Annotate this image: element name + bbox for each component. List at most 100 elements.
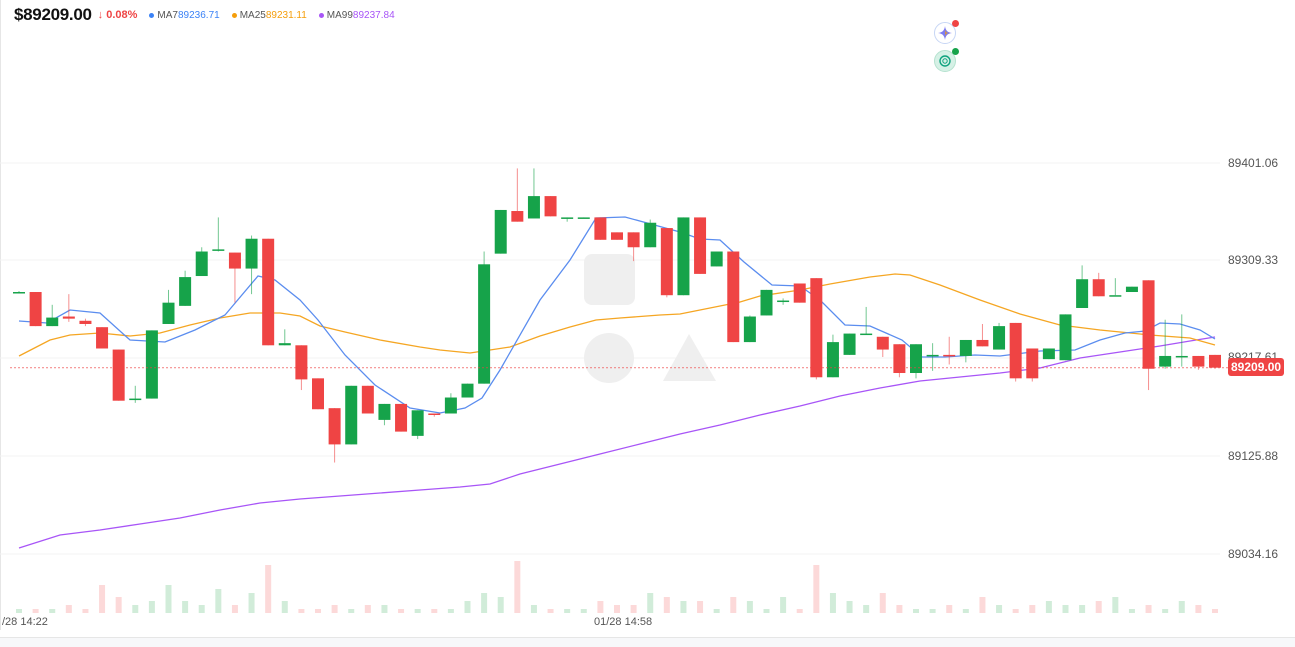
candle-body bbox=[627, 232, 640, 248]
watermark-triangle bbox=[663, 334, 716, 381]
gemini-icon[interactable] bbox=[934, 20, 959, 44]
ma99-dot-icon bbox=[318, 12, 324, 18]
volume-bar bbox=[82, 609, 89, 613]
ma7-value: 89236.71 bbox=[177, 9, 220, 21]
candle-body bbox=[810, 278, 823, 378]
candle-body bbox=[162, 302, 175, 324]
y-axis-label: 89034.16 bbox=[1228, 547, 1279, 561]
candle-body bbox=[1109, 295, 1122, 297]
volume-bar bbox=[796, 609, 803, 613]
volume-bar bbox=[913, 609, 919, 613]
volume-bar bbox=[1145, 605, 1152, 613]
candle-body bbox=[577, 217, 590, 219]
candle-body bbox=[843, 333, 856, 355]
candle-body bbox=[760, 289, 773, 316]
candle-body bbox=[677, 217, 690, 296]
notification-badge bbox=[952, 48, 959, 55]
openai-knot-icon bbox=[939, 55, 951, 67]
volume-bar bbox=[713, 609, 720, 613]
candle-body bbox=[13, 292, 25, 294]
candle-body bbox=[112, 349, 125, 401]
sparkle-icon bbox=[938, 26, 952, 40]
candle-body bbox=[145, 330, 158, 399]
chart-header: $89209.00 ↓ 0.08% MA7 89236.71 MA25 8923… bbox=[14, 4, 395, 26]
candle-body bbox=[910, 344, 922, 374]
ma99-value: 89237.84 bbox=[352, 9, 395, 21]
legend-ma99: MA99 89237.84 bbox=[318, 9, 395, 21]
candle-body bbox=[378, 403, 391, 420]
volume-bar bbox=[481, 593, 488, 613]
y-axis-label: 89125.88 bbox=[1228, 449, 1279, 463]
volume-bar bbox=[198, 605, 205, 613]
x-axis-label: /28 14:22 bbox=[2, 616, 48, 628]
candle-body bbox=[428, 413, 441, 416]
candle-body bbox=[245, 238, 258, 269]
volume-bar bbox=[996, 605, 1003, 613]
candle-body bbox=[1142, 280, 1155, 369]
watermark-circle bbox=[584, 333, 634, 383]
candle-body bbox=[295, 345, 308, 380]
chatgpt-icon[interactable] bbox=[934, 48, 959, 72]
volume-bar bbox=[564, 609, 571, 613]
candle-body bbox=[1125, 286, 1138, 293]
last-price-tag: 89209.00 bbox=[1228, 358, 1285, 376]
ma7-label: MA7 bbox=[157, 9, 178, 21]
volume-bar bbox=[231, 605, 238, 613]
ma25-line bbox=[18, 273, 1216, 357]
legend-ma25: MA25 89231.11 bbox=[231, 9, 307, 21]
notification-badge bbox=[952, 20, 959, 27]
volume-bar bbox=[946, 605, 953, 613]
volume-bar bbox=[929, 609, 936, 613]
ma7-dot-icon bbox=[149, 12, 155, 18]
candle-body bbox=[1059, 314, 1072, 361]
volume-bar bbox=[813, 565, 820, 613]
volume-bar bbox=[697, 601, 704, 613]
volume-bar bbox=[315, 609, 321, 613]
volume-bar bbox=[1012, 609, 1019, 613]
candle-body bbox=[461, 383, 474, 398]
volume-bar bbox=[780, 597, 787, 613]
volume-bar bbox=[597, 601, 604, 613]
volume-bar bbox=[879, 593, 886, 613]
ma25-value: 89231.11 bbox=[265, 9, 307, 21]
volume-bar bbox=[647, 593, 654, 613]
candle-body bbox=[494, 209, 507, 254]
y-axis-label: 89401.06 bbox=[1228, 156, 1279, 170]
candle-body bbox=[710, 251, 723, 267]
candle-body bbox=[561, 217, 574, 219]
legend-ma7: MA7 89236.71 bbox=[149, 9, 220, 21]
volume-bar bbox=[663, 597, 670, 613]
candle-body bbox=[361, 385, 374, 414]
volume-bar bbox=[680, 601, 687, 613]
bottom-bar bbox=[0, 637, 1295, 647]
volume-bar bbox=[547, 609, 554, 613]
candle-body bbox=[411, 410, 424, 436]
volume-bar bbox=[215, 589, 222, 613]
ma25-dot-icon bbox=[231, 12, 237, 18]
chart-left-border bbox=[0, 0, 1, 630]
candle-body bbox=[527, 196, 540, 219]
candle-body bbox=[444, 397, 457, 414]
volume-bar bbox=[132, 605, 139, 613]
volume-bar bbox=[1045, 601, 1052, 613]
volume-bar bbox=[580, 609, 587, 613]
volume-bar bbox=[265, 565, 272, 613]
volume-bar bbox=[165, 585, 172, 613]
candle-body bbox=[1159, 355, 1172, 367]
y-axis-label: 89309.33 bbox=[1228, 253, 1279, 267]
volume-bar bbox=[1212, 609, 1218, 613]
candle-body bbox=[228, 252, 241, 269]
volume-bar bbox=[49, 609, 56, 613]
candle-body bbox=[959, 339, 972, 356]
candle-body bbox=[511, 211, 524, 222]
candle-body bbox=[278, 343, 291, 346]
volume-bar bbox=[431, 609, 438, 613]
candle-body bbox=[976, 339, 989, 347]
candle-body bbox=[1076, 279, 1089, 308]
candle-body bbox=[544, 196, 557, 217]
candle-body bbox=[1192, 355, 1205, 367]
volume-bar bbox=[746, 601, 753, 613]
ma25-label: MA25 bbox=[239, 9, 266, 21]
candle-body bbox=[594, 217, 607, 240]
